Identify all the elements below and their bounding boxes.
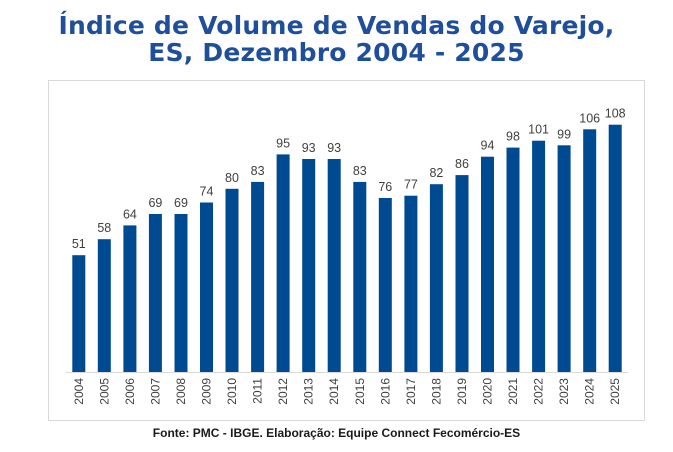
bar-2011 bbox=[251, 181, 265, 372]
x-tick-label-2023: 2023 bbox=[557, 378, 571, 405]
data-label-2020: 94 bbox=[481, 139, 495, 153]
x-tick-label-2011: 2011 bbox=[251, 378, 265, 404]
data-label-2021: 98 bbox=[506, 130, 520, 144]
x-tick-label-2017: 2017 bbox=[404, 378, 418, 405]
data-label-2023: 99 bbox=[557, 127, 571, 141]
x-tick-label-2024: 2024 bbox=[583, 378, 597, 405]
bar-2005 bbox=[97, 239, 111, 372]
x-tick-label-2012: 2012 bbox=[276, 378, 290, 405]
x-tick-label-2015: 2015 bbox=[353, 378, 367, 405]
x-tick-label-2022: 2022 bbox=[532, 378, 546, 405]
bar-2021 bbox=[506, 147, 520, 372]
data-label-2005: 58 bbox=[97, 221, 111, 235]
bar-2017 bbox=[404, 195, 418, 372]
chart-frame bbox=[48, 80, 645, 421]
chart-title-line-1: Índice de Volume de Vendas do Varejo, bbox=[58, 11, 615, 40]
data-label-2007: 69 bbox=[148, 196, 162, 210]
bar-2009 bbox=[200, 202, 213, 372]
bar-2025 bbox=[608, 124, 622, 372]
bar-2004 bbox=[72, 255, 86, 372]
x-tick-label-2025: 2025 bbox=[608, 378, 622, 405]
chart-source-note: Fonte: PMC - IBGE. Elaboração: Equipe Co… bbox=[152, 426, 521, 440]
x-tick-label-2019: 2019 bbox=[455, 378, 469, 405]
data-label-2024: 106 bbox=[579, 111, 600, 125]
x-tick-label-2008: 2008 bbox=[174, 378, 188, 405]
x-tick-label-2016: 2016 bbox=[378, 378, 392, 405]
bar-2015 bbox=[353, 181, 367, 372]
bar-2020 bbox=[481, 156, 494, 372]
bar-2019 bbox=[455, 175, 469, 372]
data-label-2019: 86 bbox=[455, 157, 469, 171]
bar-2008 bbox=[174, 214, 188, 372]
x-tick-label-2006: 2006 bbox=[123, 378, 137, 405]
data-label-2004: 51 bbox=[72, 237, 86, 251]
data-label-2013: 93 bbox=[302, 141, 316, 155]
x-tick-label-2014: 2014 bbox=[327, 378, 341, 405]
bar-2022 bbox=[532, 140, 546, 372]
data-label-2008: 69 bbox=[174, 196, 188, 210]
data-label-2012: 95 bbox=[276, 136, 290, 150]
bar-2013 bbox=[302, 159, 316, 372]
x-tick-label-2018: 2018 bbox=[429, 378, 443, 405]
data-label-2022: 101 bbox=[528, 123, 549, 137]
bar-2010 bbox=[225, 188, 239, 372]
bar-2023 bbox=[557, 145, 571, 372]
data-label-2014: 93 bbox=[327, 141, 341, 155]
bar-2014 bbox=[327, 159, 341, 372]
x-tick-label-2013: 2013 bbox=[302, 378, 316, 405]
data-label-2016: 76 bbox=[378, 180, 392, 194]
bar-2016 bbox=[378, 198, 392, 372]
bar-2007 bbox=[148, 214, 162, 372]
data-label-2009: 74 bbox=[200, 185, 214, 199]
x-tick-label-2004: 2004 bbox=[72, 378, 86, 405]
data-label-2006: 64 bbox=[123, 207, 137, 221]
chart-title-line-2: ES, Dezembro 2004 - 2025 bbox=[148, 38, 525, 67]
bar-2012 bbox=[276, 154, 290, 372]
data-label-2025: 108 bbox=[605, 107, 626, 121]
data-label-2015: 83 bbox=[353, 164, 367, 178]
bar-2024 bbox=[583, 129, 597, 372]
x-tick-label-2009: 2009 bbox=[200, 378, 214, 405]
bar-2018 bbox=[429, 184, 443, 372]
data-label-2011: 83 bbox=[251, 164, 265, 178]
bar-2006 bbox=[123, 225, 137, 372]
x-tick-label-2005: 2005 bbox=[97, 378, 111, 405]
x-tick-label-2020: 2020 bbox=[481, 378, 495, 405]
data-label-2018: 82 bbox=[429, 166, 443, 180]
x-tick-label-2010: 2010 bbox=[225, 378, 239, 405]
x-tick-label-2007: 2007 bbox=[148, 378, 162, 405]
chart-title: Índice de Volume de Vendas do Varejo, ES… bbox=[0, 12, 673, 66]
data-label-2017: 77 bbox=[404, 178, 418, 192]
x-tick-label-2021: 2021 bbox=[506, 378, 520, 405]
data-label-2010: 80 bbox=[225, 171, 239, 185]
